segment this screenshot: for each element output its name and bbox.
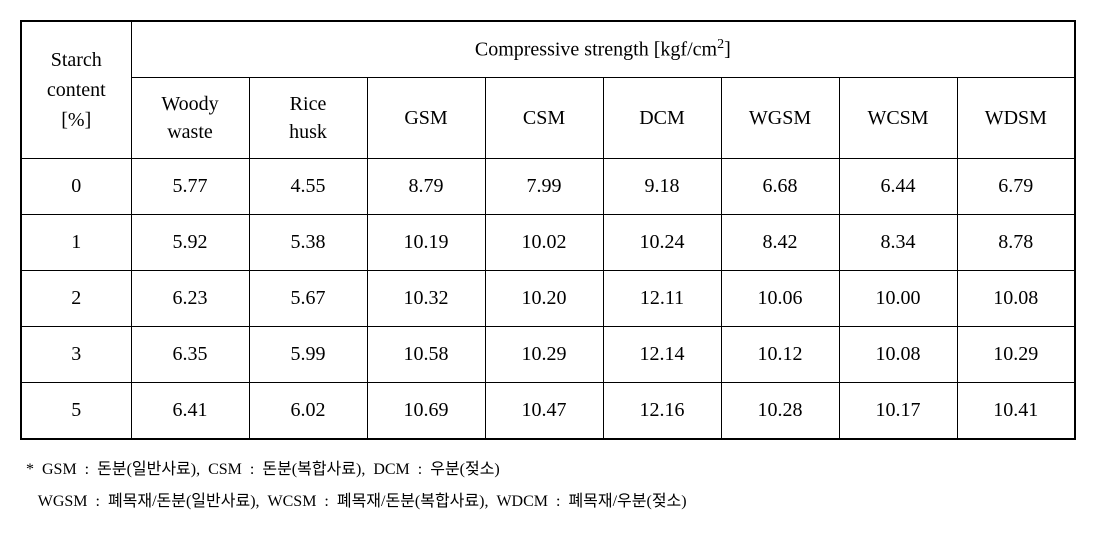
cell-woody: 5.92 bbox=[131, 215, 249, 271]
table-row: 05.774.558.797.999.186.686.446.79 bbox=[21, 159, 1075, 215]
cell-dcm: 12.11 bbox=[603, 271, 721, 327]
cell-gsm: 10.58 bbox=[367, 327, 485, 383]
cell-rice: 6.02 bbox=[249, 383, 367, 440]
col-header-wdsm: WDSM bbox=[957, 78, 1075, 159]
cell-csm: 10.02 bbox=[485, 215, 603, 271]
cell-wgsm: 10.28 bbox=[721, 383, 839, 440]
cell-csm: 10.47 bbox=[485, 383, 603, 440]
row-label: 5 bbox=[21, 383, 131, 440]
cell-woody: 6.23 bbox=[131, 271, 249, 327]
cell-wcsm: 8.34 bbox=[839, 215, 957, 271]
table-row: 15.925.3810.1910.0210.248.428.348.78 bbox=[21, 215, 1075, 271]
row-label: 2 bbox=[21, 271, 131, 327]
cell-wdsm: 10.41 bbox=[957, 383, 1075, 440]
row-label: 0 bbox=[21, 159, 131, 215]
cell-wdsm: 8.78 bbox=[957, 215, 1075, 271]
col-header-woody: Woodywaste bbox=[131, 78, 249, 159]
cell-woody: 6.35 bbox=[131, 327, 249, 383]
cell-wgsm: 10.06 bbox=[721, 271, 839, 327]
cell-rice: 4.55 bbox=[249, 159, 367, 215]
cell-csm: 7.99 bbox=[485, 159, 603, 215]
cell-rice: 5.67 bbox=[249, 271, 367, 327]
col-header-gsm: GSM bbox=[367, 78, 485, 159]
col-header-rice: Ricehusk bbox=[249, 78, 367, 159]
cell-wcsm: 6.44 bbox=[839, 159, 957, 215]
cell-wgsm: 8.42 bbox=[721, 215, 839, 271]
cell-csm: 10.20 bbox=[485, 271, 603, 327]
cell-dcm: 9.18 bbox=[603, 159, 721, 215]
cell-rice: 5.99 bbox=[249, 327, 367, 383]
col-header-wcsm: WCSM bbox=[839, 78, 957, 159]
cell-woody: 5.77 bbox=[131, 159, 249, 215]
col-header-csm: CSM bbox=[485, 78, 603, 159]
cell-gsm: 10.32 bbox=[367, 271, 485, 327]
footnote-line: WGSM : 폐목재/돈분(일반사료), WCSM : 폐목재/돈분(복합사료)… bbox=[26, 486, 1076, 518]
row-label: 1 bbox=[21, 215, 131, 271]
table-row: 56.416.0210.6910.4712.1610.2810.1710.41 bbox=[21, 383, 1075, 440]
cell-wdsm: 6.79 bbox=[957, 159, 1075, 215]
cell-wgsm: 10.12 bbox=[721, 327, 839, 383]
cell-gsm: 10.19 bbox=[367, 215, 485, 271]
row-header: Starchcontent[%] bbox=[21, 21, 131, 159]
col-header-wgsm: WGSM bbox=[721, 78, 839, 159]
cell-woody: 6.41 bbox=[131, 383, 249, 440]
footnotes: * GSM : 돈분(일반사료), CSM : 돈분(복합사료), DCM : … bbox=[20, 454, 1076, 518]
col-header-dcm: DCM bbox=[603, 78, 721, 159]
table-row: 36.355.9910.5810.2912.1410.1210.0810.29 bbox=[21, 327, 1075, 383]
cell-wdsm: 10.08 bbox=[957, 271, 1075, 327]
cell-dcm: 12.14 bbox=[603, 327, 721, 383]
row-label: 3 bbox=[21, 327, 131, 383]
cell-gsm: 10.69 bbox=[367, 383, 485, 440]
cell-gsm: 8.79 bbox=[367, 159, 485, 215]
cell-dcm: 10.24 bbox=[603, 215, 721, 271]
footnote-line: * GSM : 돈분(일반사료), CSM : 돈분(복합사료), DCM : … bbox=[26, 454, 1076, 486]
cell-wdsm: 10.29 bbox=[957, 327, 1075, 383]
cell-wcsm: 10.08 bbox=[839, 327, 957, 383]
cell-wcsm: 10.17 bbox=[839, 383, 957, 440]
cell-dcm: 12.16 bbox=[603, 383, 721, 440]
cell-wcsm: 10.00 bbox=[839, 271, 957, 327]
cell-rice: 5.38 bbox=[249, 215, 367, 271]
cell-csm: 10.29 bbox=[485, 327, 603, 383]
cell-wgsm: 6.68 bbox=[721, 159, 839, 215]
group-header: Compressive strength [kgf/cm2] bbox=[131, 21, 1075, 78]
compressive-strength-table: Starchcontent[%] Compressive strength [k… bbox=[20, 20, 1076, 440]
table-row: 26.235.6710.3210.2012.1110.0610.0010.08 bbox=[21, 271, 1075, 327]
